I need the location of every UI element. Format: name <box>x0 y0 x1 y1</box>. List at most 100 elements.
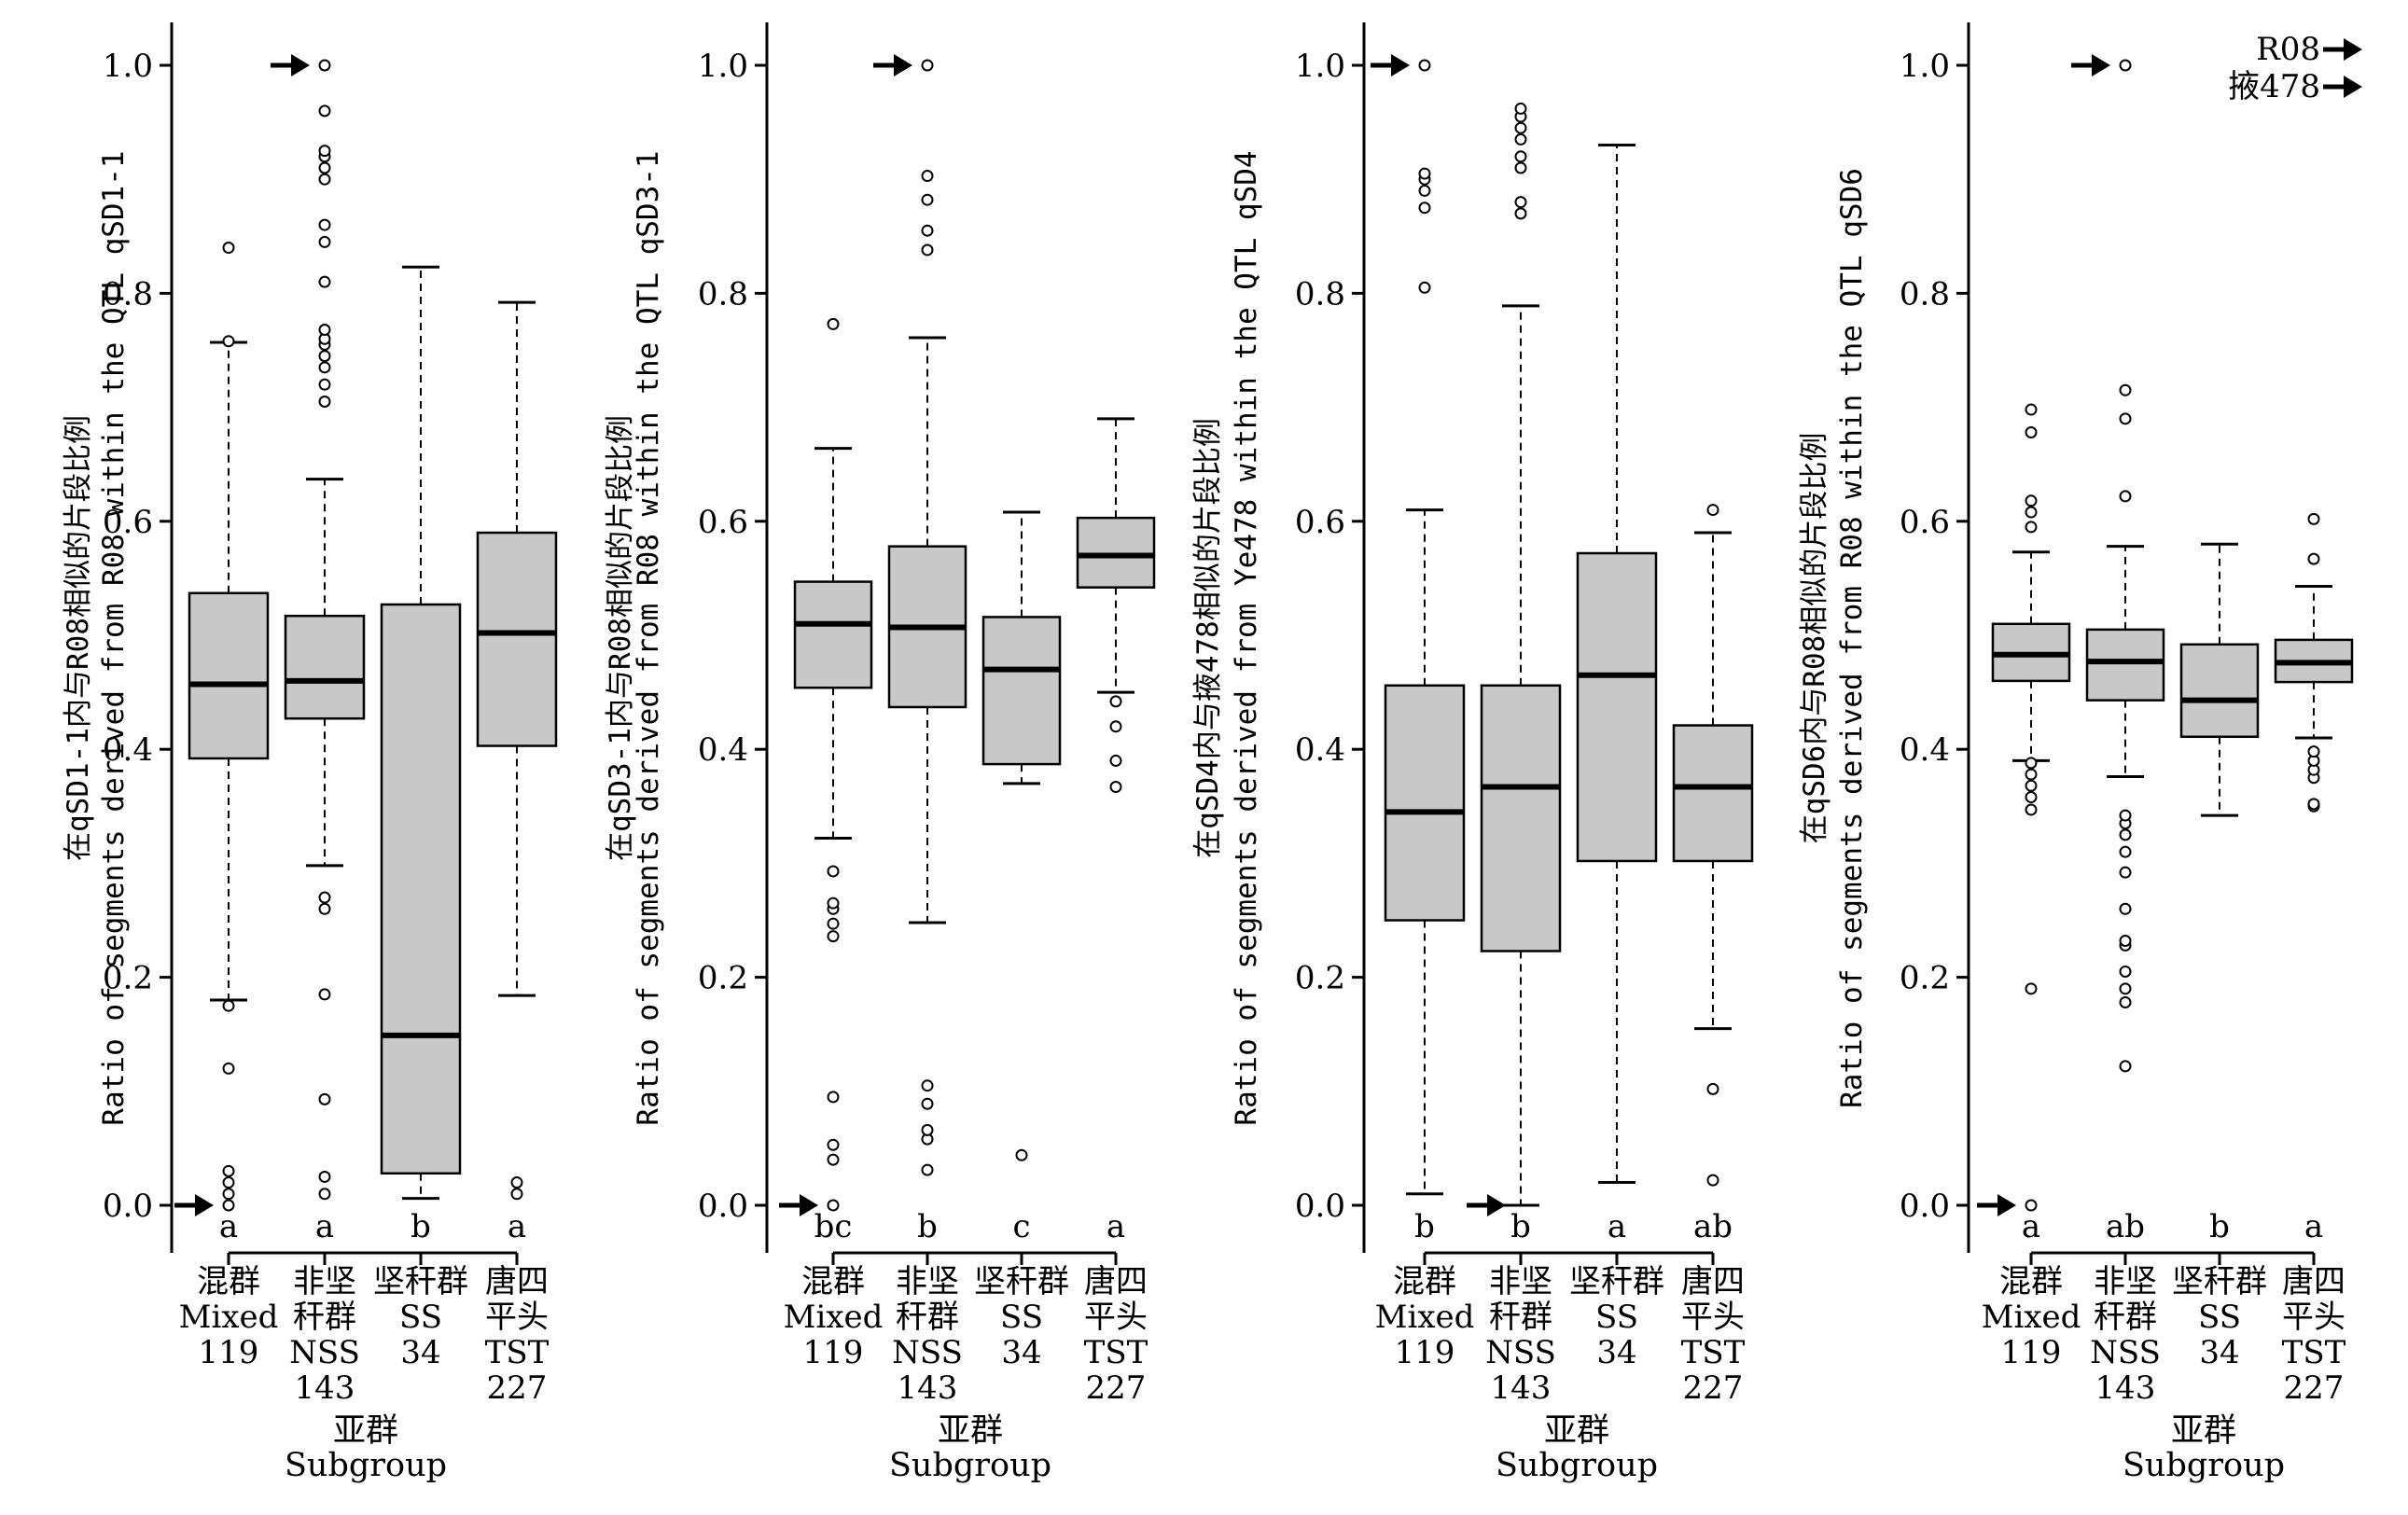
panel-1-outlier-point <box>222 242 235 255</box>
panel-4-outlier-point <box>2025 779 2038 792</box>
panel-2-group-label-cn: 非坚 <box>896 1263 959 1300</box>
panel-3-group-n: 34 <box>1596 1334 1636 1371</box>
panel-2-y-tick-label: 1.0 <box>698 48 748 85</box>
panel-4-group-label-cn: 唐四 <box>2282 1263 2345 1300</box>
panel-3-outlier-point <box>1706 1174 1719 1187</box>
panel-1-sig-letter: a <box>508 1208 526 1245</box>
panel-4-outlier-point <box>2307 552 2320 565</box>
panel-4-outlier-point <box>2025 757 2038 770</box>
panel-2-outlier-point <box>921 243 934 257</box>
panel-2-outlier-point <box>1015 1148 1028 1161</box>
panel-3-group-label-cn: 唐四 <box>1681 1263 1745 1300</box>
panel-1-y-tick-label: 0.0 <box>103 1188 153 1225</box>
panel-3-y-tick-label: 0.4 <box>1295 731 1345 769</box>
panel-3-outlier-point <box>1514 102 1527 115</box>
panel-4-legend-label: R08 <box>2256 31 2320 68</box>
panel-2-outlier-point <box>921 1097 934 1110</box>
panel-2-outlier-point <box>827 1199 840 1212</box>
panel-2-y-tick-label: 0.4 <box>698 731 748 769</box>
panel-2-box <box>1076 516 1156 589</box>
panel-2-group-label-cn: 秆群 <box>896 1299 959 1336</box>
panel-2-outlier-point <box>1109 695 1122 708</box>
panel-2-outlier-point <box>827 896 840 910</box>
panel-1-group-label-cn: 秆群 <box>293 1299 356 1336</box>
panel-3-outlier-point <box>1418 184 1431 197</box>
panel-4-outlier-point <box>2025 425 2038 438</box>
panel-4-group-label-cn: 混群 <box>1999 1263 2063 1300</box>
panel-2-outlier-point <box>921 170 934 183</box>
panel-1-group-label-cn: 混群 <box>197 1263 260 1300</box>
panel-3-outlier-point <box>1418 281 1431 294</box>
panel-3-arrow-head <box>1487 1194 1506 1216</box>
panel-1-outlier-point <box>318 173 331 186</box>
panel-4-sig-letter: a <box>2304 1208 2323 1245</box>
panel-4-outlier-point <box>2119 902 2132 915</box>
panel-3-group-label-en: SS <box>1595 1299 1638 1336</box>
panel-1-y-tick-label: 0.6 <box>103 504 153 541</box>
panel-1-group-label-en: TST <box>485 1334 550 1371</box>
panel-2-group-label-en: NSS <box>892 1334 963 1371</box>
panel-2-sig-letter: c <box>1012 1208 1030 1245</box>
panel-4-outlier-point <box>2025 768 2038 781</box>
panel-1-outlier-point <box>318 891 331 904</box>
panel-4-y-label: 在qSD6内与R08相似的片段比例 Ratio of segments deriv… <box>1798 168 1869 1108</box>
panel-3-group-label-en: NSS <box>1485 1334 1556 1371</box>
panel-3-outlier-point <box>1706 1082 1719 1095</box>
panel-1-x-label-en: Subgroup <box>285 1447 447 1484</box>
panel-4-y-tick-label: 0.4 <box>1900 731 1950 769</box>
panel-4-y-label-en: Ratio of segments derived from R08 withi… <box>1835 168 1869 1108</box>
panel-2-group-label-cn: 平头 <box>1084 1299 1148 1336</box>
panel-1-y-label-cn: 在qSD1-1内与R08相似的片段比例 <box>62 415 95 861</box>
panel-4-group-label-cn: 坚秆群 <box>2172 1263 2267 1300</box>
panel-2-y-tick-label: 0.6 <box>698 504 748 541</box>
panel-2-group-label-cn: 唐四 <box>1084 1263 1148 1300</box>
panel-4-y-tick-label: 0.6 <box>1900 504 1950 541</box>
panel-4-y-tick-label: 0.8 <box>1900 275 1950 313</box>
panel-1-box <box>380 603 462 1175</box>
panel-3-y-label: 在qSD4内与掖478相似的片段比例 Ratio of segments deri… <box>1191 150 1263 1125</box>
panel-1-y-label-en: Ratio of segments derived from R08 withi… <box>97 150 131 1125</box>
panel-2-outlier-point <box>921 193 934 206</box>
panel-1-group-n: 143 <box>295 1369 355 1407</box>
panel-3-box <box>1480 684 1562 952</box>
panel-4-arrow-head <box>2092 54 2110 76</box>
panel-1-group-label-cn: 坚秆群 <box>373 1263 468 1300</box>
panel-4-group-label-en: SS <box>2198 1299 2241 1336</box>
panel-1-outlier-point <box>510 1176 523 1189</box>
panel-3-group-n: 119 <box>1395 1334 1455 1371</box>
panel-1-group-n: 227 <box>487 1369 548 1407</box>
panel-1-box <box>476 531 558 747</box>
panel-4-outlier-point <box>2119 866 2132 879</box>
panel-3-sig-letter: a <box>1608 1208 1626 1245</box>
panel-2-y-tick-label: 0.0 <box>698 1188 748 1225</box>
panel-2-group-label-en: SS <box>1000 1299 1043 1336</box>
panel-3-y-tick-label: 0.6 <box>1295 504 1345 541</box>
panel-2-arrow-head <box>800 1194 818 1216</box>
panel-1-y-tick-label: 0.2 <box>103 960 153 997</box>
panel-4-outlier-point <box>2119 965 2132 978</box>
panel-2-outlier-point <box>921 224 934 237</box>
panel-1-outlier-point <box>222 335 235 348</box>
panel-4-outlier-point <box>2025 791 2038 804</box>
panel-1-outlier-point <box>222 1062 235 1075</box>
panel-4-outlier-point <box>2025 803 2038 816</box>
panel-1-outlier-point <box>318 395 331 408</box>
panel-3-arrow-head <box>1391 54 1410 76</box>
panel-1-group-n: 119 <box>199 1334 259 1371</box>
panel-2-y-label-cn: 在qSD3-1内与R08相似的片段比例 <box>604 415 637 861</box>
panel-2-outlier-point <box>921 1163 934 1176</box>
panel-1-outlier-point <box>318 218 331 231</box>
panel-3-group-label-en: TST <box>1681 1334 1746 1371</box>
panel-1-outlier-point <box>222 1188 235 1201</box>
panel-4-outlier-point <box>2025 982 2038 995</box>
panel-4-outlier-point <box>2119 995 2132 1008</box>
panel-1-outlier-point <box>318 275 331 288</box>
panel-1-x-label-cn: 亚群 <box>333 1412 398 1450</box>
panel-1-group-label-cn: 非坚 <box>293 1263 356 1300</box>
panel-4-outlier-point <box>2119 982 2132 995</box>
panel-4-outlier-point <box>2025 403 2038 416</box>
panel-2-outlier-point <box>827 1153 840 1166</box>
panel-4-x-label-en: Subgroup <box>2123 1447 2285 1484</box>
panel-1-outlier-point <box>318 1092 331 1105</box>
